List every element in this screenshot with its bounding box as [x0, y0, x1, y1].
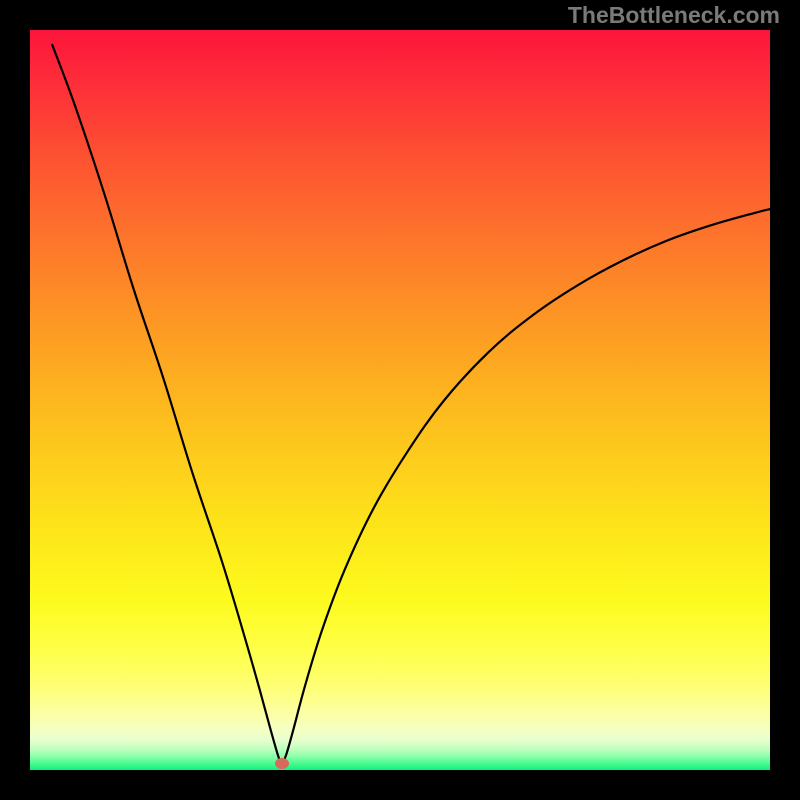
- plot-area: [30, 30, 770, 770]
- curve-left-branch: [52, 45, 281, 765]
- curve-right-branch: [282, 209, 770, 765]
- optimum-marker: [275, 758, 289, 769]
- bottleneck-curve: [30, 30, 770, 770]
- watermark-text: TheBottleneck.com: [568, 2, 780, 29]
- chart-frame: TheBottleneck.com: [0, 0, 800, 800]
